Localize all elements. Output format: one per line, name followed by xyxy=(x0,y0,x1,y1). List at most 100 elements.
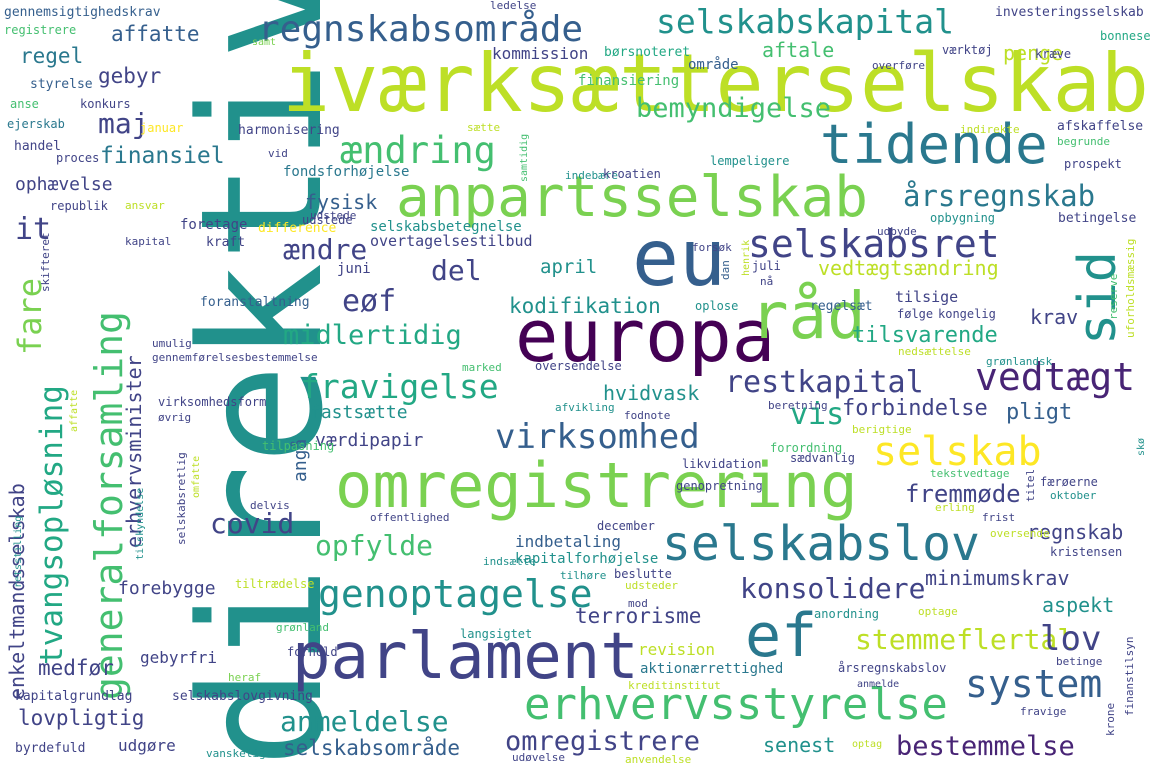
word-lov: lov xyxy=(1040,619,1102,659)
word-finansiering: finansiering xyxy=(578,73,680,89)
word-senest: senest xyxy=(763,733,836,757)
word-tilsvarende: tilsvarende xyxy=(852,323,998,348)
word-juli: juli xyxy=(752,259,781,273)
word-prospekt: prospekt xyxy=(1064,157,1122,171)
word-selskabslovgivning: selskabslovgivning xyxy=(172,689,313,704)
word-forebygge: forebygge xyxy=(118,578,216,599)
word-groenlandsk: grønlandsk xyxy=(986,355,1053,368)
word-konkurs: konkurs xyxy=(80,97,131,111)
word-fodnote: fodnote xyxy=(624,409,671,422)
word-oploese: oplose xyxy=(695,299,739,313)
word-december: december xyxy=(597,519,655,533)
word-gebyrfri: gebyrfri xyxy=(140,648,218,667)
word-lovpligtig: lovpligtig xyxy=(18,706,145,730)
word-regnskab: regnskab xyxy=(1027,520,1124,544)
word-omraade: område xyxy=(688,57,739,73)
word-republik: republik xyxy=(50,199,108,213)
word-penge: penge xyxy=(1003,41,1064,65)
word-ivaerksaetterselskab: iværksætterselskab xyxy=(282,37,1149,130)
word-eoef: eøf xyxy=(342,284,397,319)
word-udbyde: udbyde xyxy=(877,225,917,238)
word-vedtaegtsaendring: vedtægtsændring xyxy=(818,256,999,280)
word-indebaere: indebære xyxy=(565,169,618,182)
word-europa: europa xyxy=(515,294,776,378)
word-foretage: foretage xyxy=(180,217,248,233)
word-handel: handel xyxy=(14,139,61,154)
word-fravige: fravige xyxy=(1020,705,1067,718)
word-beretning: beretning xyxy=(768,399,828,412)
word-anordning: anordning xyxy=(814,607,880,621)
word-lempeligere: lempeligere xyxy=(710,154,790,168)
word-henrik: henrik xyxy=(741,239,752,276)
word-parlament: parlament xyxy=(292,620,639,694)
word-anse: anse xyxy=(10,97,39,111)
word-selskabsbetegnelse: selskabsbetegnelse xyxy=(370,219,522,235)
word-foelge: følge xyxy=(897,307,934,321)
word-tilsige: tilsige xyxy=(895,288,959,306)
word-optag: optag xyxy=(852,739,883,750)
word-selskabsretlig: selskabsretlig xyxy=(175,452,188,545)
word-virksomhed: virksomhed xyxy=(495,417,700,457)
word-udstede: udstede xyxy=(302,213,353,227)
word-styrelse: styrelse xyxy=(30,77,93,92)
word-dan: dan xyxy=(719,260,732,280)
word-betingelse: betingelse xyxy=(1058,211,1137,226)
word-aftale: aftale xyxy=(762,38,835,62)
word-tvangsoploesning: tvangsopløsning xyxy=(34,385,70,665)
word-likvidation: likvidation xyxy=(682,457,762,471)
word-vedtaegt: vedtægt xyxy=(975,355,1136,399)
word-byrdefuld: byrdefuld xyxy=(15,741,86,756)
word-betinge: betinge xyxy=(1056,655,1103,668)
word-tekstvedtage: tekstvedtage xyxy=(930,467,1010,480)
word-tilskyndelse: tilskyndelse xyxy=(135,487,146,560)
word-udsteder: udsteder xyxy=(625,579,678,592)
word-virksomhedsform: virksomhedsform xyxy=(158,395,267,409)
word-vaerktoej: værktøj xyxy=(942,43,993,57)
word-heraf: heraf xyxy=(228,671,262,684)
word-omregistrere: omregistrere xyxy=(505,726,701,757)
word-april: april xyxy=(540,256,598,278)
word-opfylde: opfylde xyxy=(315,529,434,562)
word-regel: regel xyxy=(20,44,84,68)
word-mod: mod xyxy=(628,597,648,610)
word-nedsaettelse: nedsættelse xyxy=(898,345,971,358)
word-tilpasning: tilpasning xyxy=(262,439,335,453)
word-finanstilsyn: finanstilsyn xyxy=(1123,636,1136,716)
word-skoe: skø xyxy=(1136,437,1147,456)
word-kraft: kraft xyxy=(206,235,246,250)
word-gennemfoerelsesbestemmelse: gennemførelsesbestemmelse xyxy=(152,351,318,364)
word-ansvar: ansvar xyxy=(125,199,165,212)
word-oversende: oversende xyxy=(990,527,1050,540)
word-omfatte: omfatte xyxy=(191,455,202,498)
word-kommission: kommission xyxy=(492,44,589,63)
word-fastsaette: fastsætte xyxy=(310,402,408,423)
word-udgoere: udgøre xyxy=(118,736,176,755)
word-bemyndigelse: bemyndigelse xyxy=(636,93,832,124)
word-forbindelse: forbindelse xyxy=(842,396,988,421)
word-januar: januar xyxy=(140,121,184,135)
word-registrere: registrere xyxy=(4,23,77,37)
word-regelsaet: regelsæt xyxy=(810,299,873,314)
word-vid: vid xyxy=(268,147,288,160)
word-kristensen: kristensen xyxy=(1050,545,1123,559)
word-affatte-small: affatte xyxy=(69,389,80,432)
word-fravigelse: fravigelse xyxy=(300,367,499,406)
word-proces: proces xyxy=(56,151,100,165)
word-marked: marked xyxy=(462,361,502,374)
word-konsolidere: konsolidere xyxy=(740,572,926,605)
word-raad: råd xyxy=(750,280,866,354)
word-kreditinstitut: kreditinstitut xyxy=(628,679,721,692)
word-bonnese: bonnese xyxy=(1100,29,1151,43)
word-hvidvask: hvidvask xyxy=(603,381,700,405)
word-erhvervsstyrelse: erhvervsstyrelse xyxy=(524,679,948,730)
word-tiltraedelse: tiltrædelse xyxy=(235,577,315,591)
word-omregistrering: omregistrering xyxy=(335,449,858,522)
word-oktober: oktober xyxy=(1050,489,1097,502)
word-genopretning: genopretning xyxy=(676,479,763,493)
word-saette: sætte xyxy=(467,121,501,134)
word-aarsregnskabslov: årsregnskabslov xyxy=(838,661,947,675)
word-finansiel: finansiel xyxy=(100,143,225,169)
word-harmonisering: harmonisering xyxy=(238,123,340,138)
word-forordning: forordning xyxy=(770,441,843,455)
word-tidende: tidende xyxy=(820,113,1048,176)
